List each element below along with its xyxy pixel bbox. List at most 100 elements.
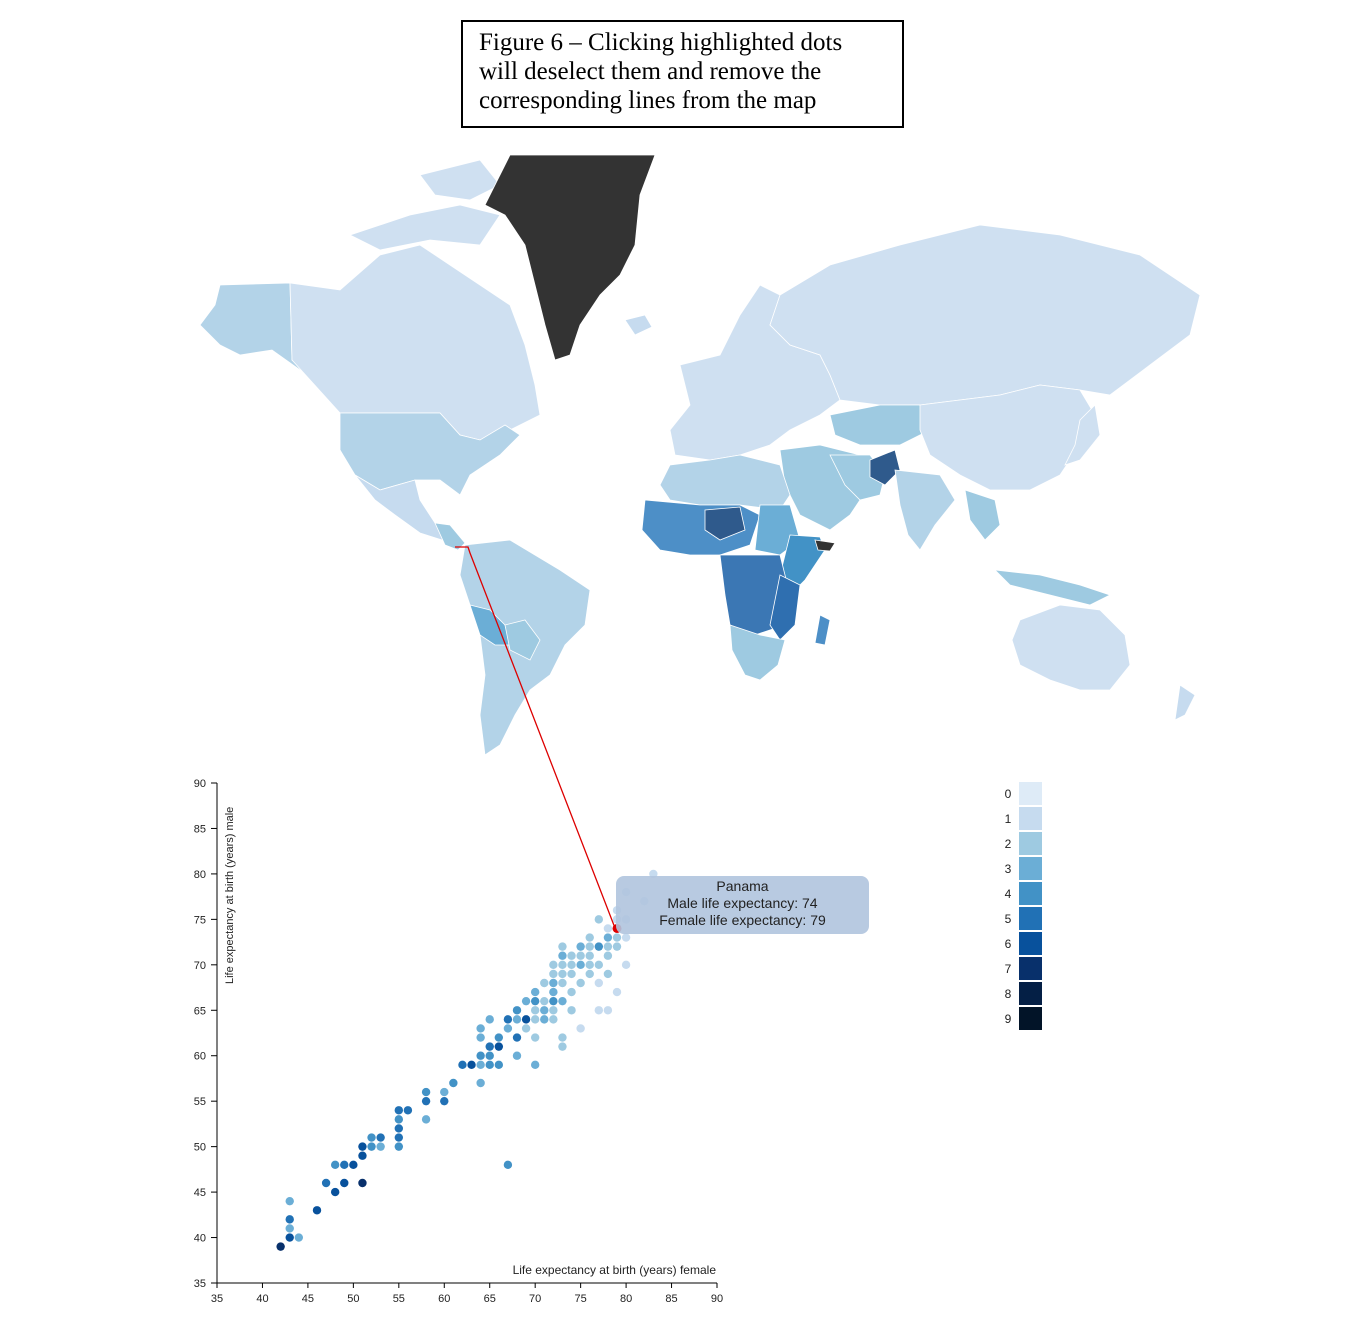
scatter-dot[interactable] xyxy=(476,1060,485,1070)
scatter-dot[interactable] xyxy=(549,978,558,988)
world-choropleth-map[interactable] xyxy=(180,155,1202,765)
scatter-dot[interactable] xyxy=(458,1060,467,1070)
scatter-dot[interactable] xyxy=(603,951,613,960)
scatter-dot[interactable] xyxy=(567,969,576,979)
scatter-dot[interactable] xyxy=(612,987,622,997)
scatter-dot[interactable] xyxy=(449,1078,458,1088)
scatter-dot[interactable] xyxy=(530,1060,540,1070)
scatter-dot[interactable] xyxy=(421,1096,431,1106)
scatter-dot[interactable] xyxy=(540,978,549,988)
scatter-dot[interactable] xyxy=(594,960,604,970)
country-kazakhstan[interactable] xyxy=(829,404,931,446)
country-japan[interactable] xyxy=(1064,404,1101,466)
scatter-dot[interactable] xyxy=(394,1115,404,1124)
scatter-dot[interactable] xyxy=(530,1006,540,1015)
scatter-dot[interactable] xyxy=(394,1133,404,1142)
scatter-dot[interactable] xyxy=(340,1160,349,1170)
scatter-dot[interactable] xyxy=(585,933,594,942)
scatter-dot[interactable] xyxy=(421,1115,431,1124)
scatter-dot[interactable] xyxy=(312,1206,322,1215)
scatter-dot[interactable] xyxy=(330,1160,340,1170)
scatter-dot[interactable] xyxy=(485,1042,494,1051)
scatter-dot[interactable] xyxy=(612,933,622,942)
scatter-dot[interactable] xyxy=(340,1178,349,1188)
scatter-dot[interactable] xyxy=(358,1151,367,1160)
scatter-dot[interactable] xyxy=(285,1215,294,1224)
country-madagascar[interactable] xyxy=(814,614,831,646)
scatter-dot[interactable] xyxy=(549,987,558,997)
scatter-dot[interactable] xyxy=(558,960,567,970)
scatter-dot[interactable] xyxy=(530,996,540,1006)
scatter-dot[interactable] xyxy=(585,960,594,970)
country-australia[interactable] xyxy=(1011,604,1131,691)
scatter-dot[interactable] xyxy=(603,933,613,942)
scatter-dot[interactable] xyxy=(394,1124,404,1133)
scatter-dot[interactable] xyxy=(558,942,567,951)
scatter-dot[interactable] xyxy=(576,978,585,988)
scatter-dot[interactable] xyxy=(376,1142,385,1151)
scatter-dot[interactable] xyxy=(540,996,549,1006)
scatter-dot[interactable] xyxy=(549,996,558,1006)
scatter-dot[interactable] xyxy=(530,987,540,997)
scatter-dot[interactable] xyxy=(503,1015,513,1024)
scatter-dot[interactable] xyxy=(349,1160,358,1170)
scatter-dot[interactable] xyxy=(549,1015,558,1024)
scatter-dot[interactable] xyxy=(540,1015,549,1024)
scatter-dot[interactable] xyxy=(530,1015,540,1024)
scatter-dot[interactable] xyxy=(603,924,613,933)
scatter-dot[interactable] xyxy=(321,1178,331,1188)
scatter-dot[interactable] xyxy=(567,987,576,997)
scatter-dot[interactable] xyxy=(549,960,558,970)
scatter-dot[interactable] xyxy=(603,969,613,979)
scatter-dot[interactable] xyxy=(558,1033,567,1042)
scatter-dot[interactable] xyxy=(512,1006,522,1015)
country-canada-islands-2[interactable] xyxy=(419,159,501,201)
scatter-dot[interactable] xyxy=(367,1133,376,1142)
scatter-dot[interactable] xyxy=(485,1015,494,1024)
scatter-dot[interactable] xyxy=(603,942,613,951)
scatter-dot[interactable] xyxy=(476,1024,485,1033)
scatter-dot[interactable] xyxy=(594,1006,604,1015)
scatter-dot[interactable] xyxy=(476,1033,485,1042)
scatter-dot[interactable] xyxy=(403,1106,413,1115)
country-somalia-dark[interactable] xyxy=(814,539,836,552)
country-china[interactable] xyxy=(919,384,1096,491)
scatter-dot[interactable] xyxy=(621,960,631,970)
scatter-dot[interactable] xyxy=(576,942,585,951)
scatter-dot[interactable] xyxy=(376,1133,385,1142)
country-southern-africa[interactable] xyxy=(729,624,786,681)
scatter-dot[interactable] xyxy=(612,942,622,951)
scatter-dot[interactable] xyxy=(576,960,585,970)
scatter-dot[interactable] xyxy=(294,1233,304,1242)
country-chad[interactable] xyxy=(704,506,746,541)
scatter-dot[interactable] xyxy=(585,951,594,960)
scatter-dot[interactable] xyxy=(358,1178,367,1188)
scatter-dot[interactable] xyxy=(585,942,594,951)
country-afghanistan[interactable] xyxy=(869,449,901,486)
country-canada-islands[interactable] xyxy=(348,204,501,251)
scatter-dot[interactable] xyxy=(558,978,567,988)
scatter-dot[interactable] xyxy=(621,933,631,942)
scatter-dot[interactable] xyxy=(603,1006,613,1015)
scatter-dot[interactable] xyxy=(494,1033,504,1042)
scatter-dot[interactable] xyxy=(485,1051,494,1060)
country-india[interactable] xyxy=(894,469,956,551)
scatter-dot[interactable] xyxy=(558,1042,567,1051)
country-southeast-asia[interactable] xyxy=(964,489,1001,541)
scatter-dot[interactable] xyxy=(576,951,585,960)
scatter-dot[interactable] xyxy=(512,1051,522,1060)
scatter-dot[interactable] xyxy=(521,1024,531,1033)
scatter-dot[interactable] xyxy=(567,1006,576,1015)
country-greenland[interactable] xyxy=(484,155,656,361)
scatter-dot[interactable] xyxy=(394,1106,404,1115)
scatter-dot[interactable] xyxy=(567,960,576,970)
scatter-dot[interactable] xyxy=(521,1015,531,1024)
scatter-dot[interactable] xyxy=(503,1160,513,1170)
country-east-africa[interactable] xyxy=(769,574,801,641)
scatter-dot[interactable] xyxy=(285,1233,294,1242)
scatter-dot[interactable] xyxy=(358,1142,367,1151)
scatter-dot[interactable] xyxy=(540,1006,549,1015)
scatter-dot[interactable] xyxy=(467,1060,476,1070)
scatter-dot[interactable] xyxy=(549,969,558,979)
